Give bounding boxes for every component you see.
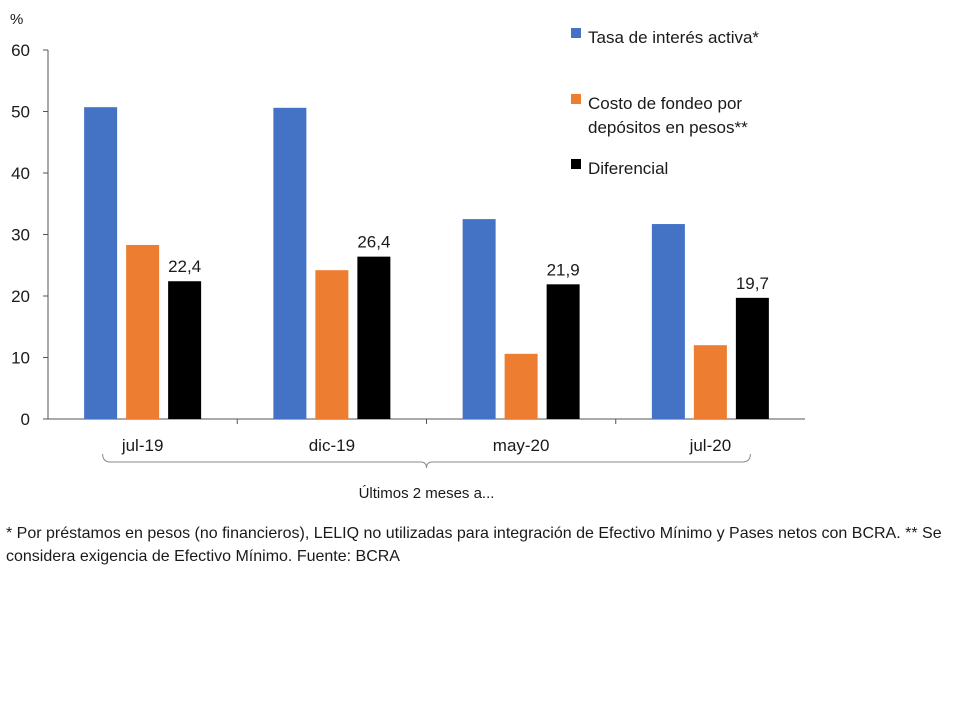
bar-tasa-de-inter-s-activa-jul-19 [84, 107, 118, 419]
data-labels: 22,4 26,4 21,9 19,7 [168, 233, 769, 293]
bar-tasa-de-inter-s-activa-dic-19 [273, 107, 307, 419]
data-label: 19,7 [736, 274, 769, 293]
y-unit-label: % [10, 11, 23, 28]
legend-swatch [571, 159, 581, 169]
legend-swatch [571, 28, 581, 38]
bar-diferencial-jul-20 [735, 297, 769, 419]
y-tick-label: 30 [11, 226, 30, 245]
x-category-label: jul-19 [121, 436, 164, 455]
y-tick-label: 40 [11, 164, 30, 183]
legend-label: depósitos en pesos** [588, 118, 748, 137]
bar-tasa-de-inter-s-activa-jul-20 [651, 224, 685, 419]
group-bracket: Últimos 2 meses a... [102, 453, 751, 502]
y-tick-label: 0 [21, 410, 30, 429]
x-category-label: dic-19 [309, 436, 355, 455]
bar-costo-de-fondeo-por-dep-sitos-en-pesos-may-20 [504, 353, 538, 419]
y-tick-label: 50 [11, 103, 30, 122]
y-tick-label: 20 [11, 287, 30, 306]
legend-label: Diferencial [588, 159, 668, 178]
bar-costo-de-fondeo-por-dep-sitos-en-pesos-jul-20 [693, 345, 727, 419]
legend-label: Tasa de interés activa* [588, 28, 759, 47]
y-axis: 0 10 20 30 40 50 60 [11, 41, 49, 429]
footnote: * Por préstamos en pesos (no financieros… [6, 525, 942, 565]
y-tick-label: 60 [11, 41, 30, 60]
bar-diferencial-dic-19 [357, 256, 391, 419]
bar-costo-de-fondeo-por-dep-sitos-en-pesos-jul-19 [126, 244, 160, 419]
data-label: 26,4 [357, 233, 390, 252]
x-axis: jul-19 dic-19 may-20 jul-20 [48, 418, 805, 455]
data-label: 21,9 [547, 260, 580, 279]
bar-diferencial-jul-19 [168, 281, 202, 419]
bars [84, 107, 769, 419]
legend-swatch [571, 94, 581, 104]
bar-diferencial-may-20 [546, 284, 580, 419]
x-category-label: jul-20 [689, 436, 732, 455]
bracket-label: Últimos 2 meses a... [359, 485, 495, 502]
legend-label: Costo de fondeo por [588, 94, 742, 113]
y-tick-label: 10 [11, 349, 30, 368]
data-label: 22,4 [168, 257, 201, 276]
bar-costo-de-fondeo-por-dep-sitos-en-pesos-dic-19 [315, 270, 349, 419]
legend: Tasa de interés activa* Costo de fondeo p… [571, 28, 759, 178]
bracket-line [102, 453, 751, 469]
bar-tasa-de-inter-s-activa-may-20 [462, 219, 496, 419]
x-category-label: may-20 [493, 436, 550, 455]
